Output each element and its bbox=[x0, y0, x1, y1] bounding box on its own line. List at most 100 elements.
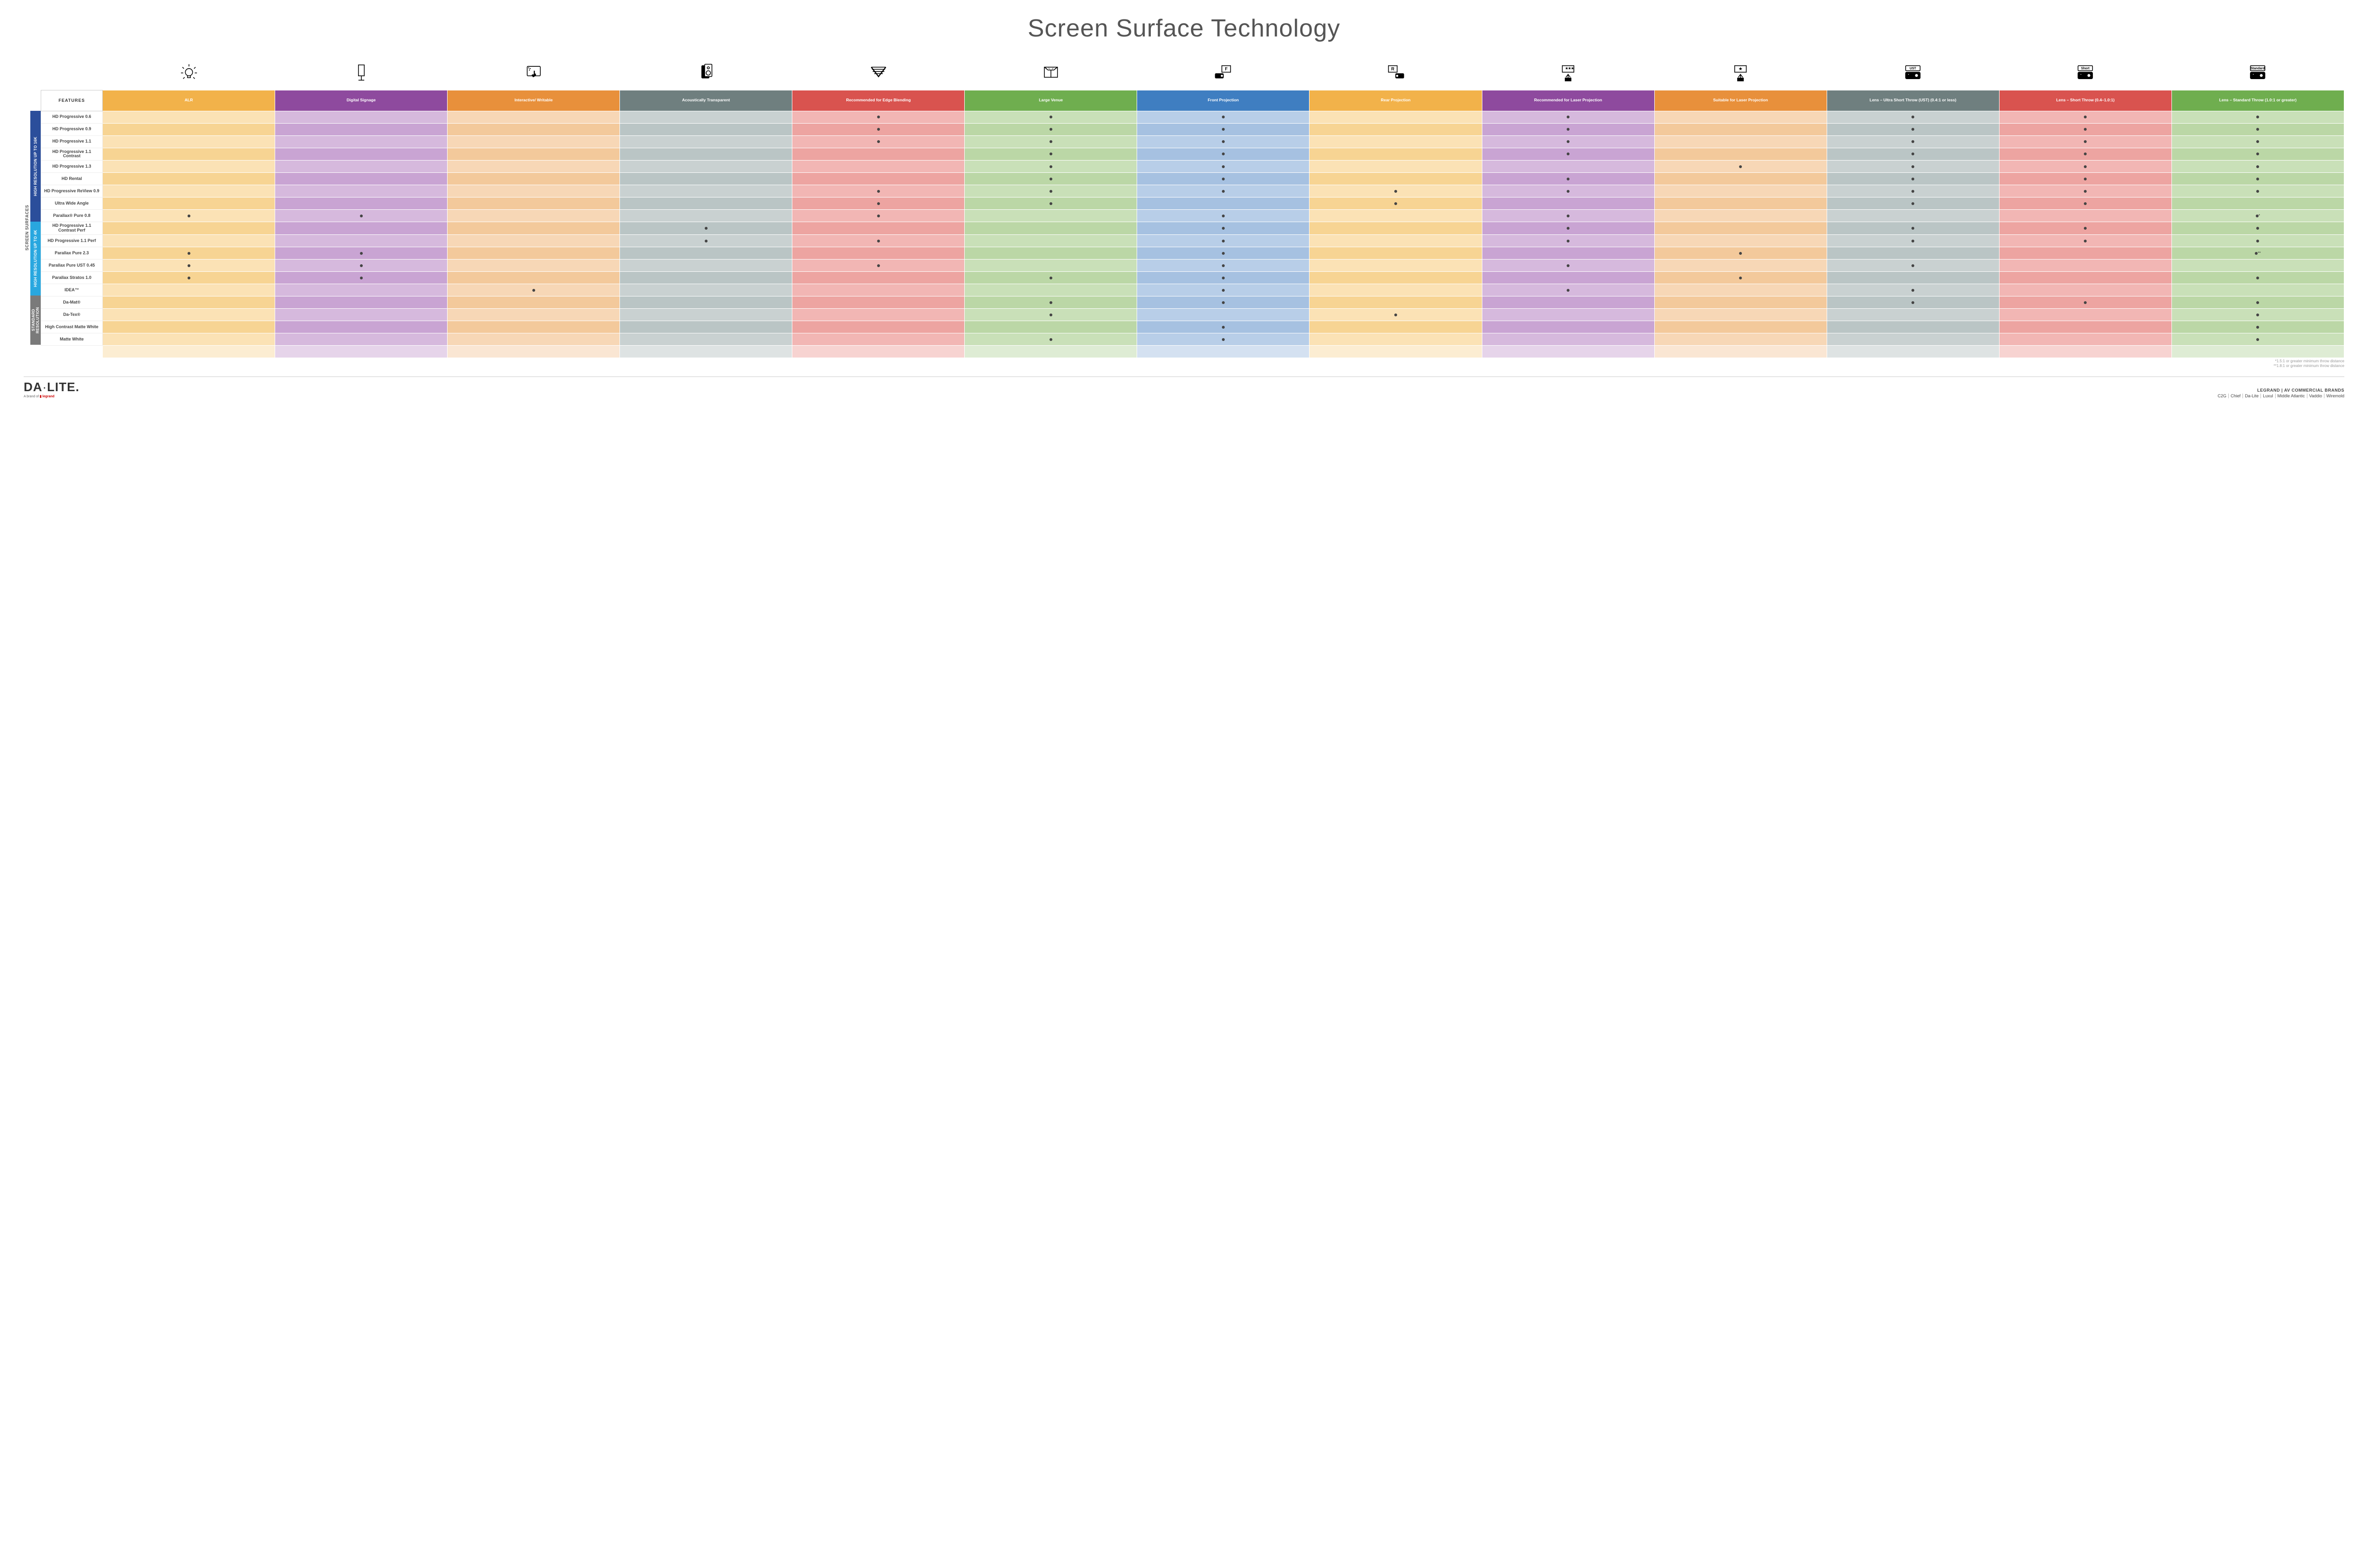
cell bbox=[1999, 123, 2171, 135]
cell bbox=[1482, 111, 1654, 123]
cell bbox=[448, 111, 620, 123]
cell bbox=[1482, 272, 1654, 284]
cell bbox=[1654, 197, 1827, 210]
col-header-st: Lens – Short Throw (0.4–1.0:1) bbox=[1999, 90, 2171, 111]
cell bbox=[1999, 197, 2171, 210]
cell bbox=[2171, 123, 2344, 135]
cell bbox=[1310, 185, 1482, 197]
col-header-rlp: Recommended for Laser Projection bbox=[1482, 90, 1654, 111]
cell bbox=[103, 284, 275, 296]
cell bbox=[1137, 222, 1310, 235]
cell bbox=[1827, 197, 1999, 210]
cell bbox=[1310, 247, 1482, 260]
cell bbox=[792, 309, 965, 321]
cell bbox=[1999, 222, 2171, 235]
cell bbox=[1654, 333, 1827, 346]
cell bbox=[1482, 284, 1654, 296]
cell bbox=[1310, 309, 1482, 321]
cell bbox=[1310, 284, 1482, 296]
cell bbox=[1137, 197, 1310, 210]
cell bbox=[103, 260, 275, 272]
svg-text:UST: UST bbox=[1910, 67, 1917, 70]
cell bbox=[2171, 260, 2344, 272]
cell bbox=[1137, 185, 1310, 197]
col-icon-iw bbox=[448, 57, 620, 90]
col-header-alr: ALR bbox=[103, 90, 275, 111]
cell bbox=[1482, 148, 1654, 161]
cell bbox=[1654, 272, 1827, 284]
cell bbox=[103, 309, 275, 321]
svg-text:★★★: ★★★ bbox=[1565, 66, 1574, 70]
cell bbox=[1999, 333, 2171, 346]
row-label: HD Progressive 1.1 bbox=[41, 135, 103, 148]
cell bbox=[2171, 161, 2344, 173]
cell bbox=[2171, 272, 2344, 284]
cell bbox=[103, 148, 275, 161]
cell bbox=[1310, 296, 1482, 309]
cell bbox=[448, 148, 620, 161]
row-label: HD Progressive 0.9 bbox=[41, 123, 103, 135]
cell bbox=[1310, 197, 1482, 210]
table-row: Da-Tex® bbox=[41, 309, 2344, 321]
table-row: HD Progressive 1.1 Perf bbox=[41, 235, 2344, 247]
cell bbox=[1137, 210, 1310, 222]
footer-brand: Luxul bbox=[2261, 394, 2276, 398]
cell bbox=[448, 235, 620, 247]
footer-brand: Vaddio bbox=[2307, 394, 2324, 398]
cell bbox=[103, 185, 275, 197]
cell bbox=[2171, 333, 2344, 346]
cell bbox=[1999, 135, 2171, 148]
cell bbox=[1999, 260, 2171, 272]
cell bbox=[1654, 173, 1827, 185]
row-label: Parallax® Pure 0.8 bbox=[41, 210, 103, 222]
cell bbox=[1654, 247, 1827, 260]
cell bbox=[620, 284, 792, 296]
cell bbox=[965, 185, 1137, 197]
cell bbox=[620, 185, 792, 197]
cell bbox=[448, 346, 620, 358]
cell bbox=[1999, 235, 2171, 247]
cell bbox=[2171, 235, 2344, 247]
cell bbox=[620, 161, 792, 173]
cell bbox=[965, 161, 1137, 173]
cell bbox=[1137, 111, 1310, 123]
cell bbox=[103, 272, 275, 284]
cell bbox=[1310, 272, 1482, 284]
cell bbox=[1999, 185, 2171, 197]
cell: ** bbox=[2171, 247, 2344, 260]
cell bbox=[1310, 123, 1482, 135]
table-row: HD Progressive 0.6 bbox=[41, 111, 2344, 123]
cell bbox=[448, 210, 620, 222]
cell bbox=[275, 173, 448, 185]
cell bbox=[965, 123, 1137, 135]
cell bbox=[275, 161, 448, 173]
cell bbox=[620, 333, 792, 346]
cell bbox=[620, 296, 792, 309]
cell bbox=[1827, 210, 1999, 222]
cell bbox=[275, 185, 448, 197]
cell bbox=[1999, 309, 2171, 321]
cell bbox=[620, 235, 792, 247]
cell bbox=[1999, 173, 2171, 185]
cell bbox=[1827, 185, 1999, 197]
row-label: Matte White bbox=[41, 333, 103, 346]
cell bbox=[448, 173, 620, 185]
cell bbox=[1827, 346, 1999, 358]
cell bbox=[965, 197, 1137, 210]
cell bbox=[103, 235, 275, 247]
table-row: IDEA™ bbox=[41, 284, 2344, 296]
cell bbox=[1482, 247, 1654, 260]
cell bbox=[965, 284, 1137, 296]
cell bbox=[2171, 111, 2344, 123]
footer-brand: Da-Lite bbox=[2243, 394, 2261, 398]
col-icon-lv bbox=[965, 57, 1137, 90]
cell bbox=[1827, 333, 1999, 346]
cell bbox=[792, 185, 965, 197]
cell bbox=[103, 111, 275, 123]
footer-brand: Chief bbox=[2229, 394, 2243, 398]
table-row: HD Progressive 1.1 Contrast bbox=[41, 148, 2344, 161]
cell bbox=[965, 173, 1137, 185]
header-row: FEATURESALRDigital SignageInteractive/ W… bbox=[41, 90, 2344, 111]
cell bbox=[1137, 333, 1310, 346]
cell bbox=[448, 135, 620, 148]
